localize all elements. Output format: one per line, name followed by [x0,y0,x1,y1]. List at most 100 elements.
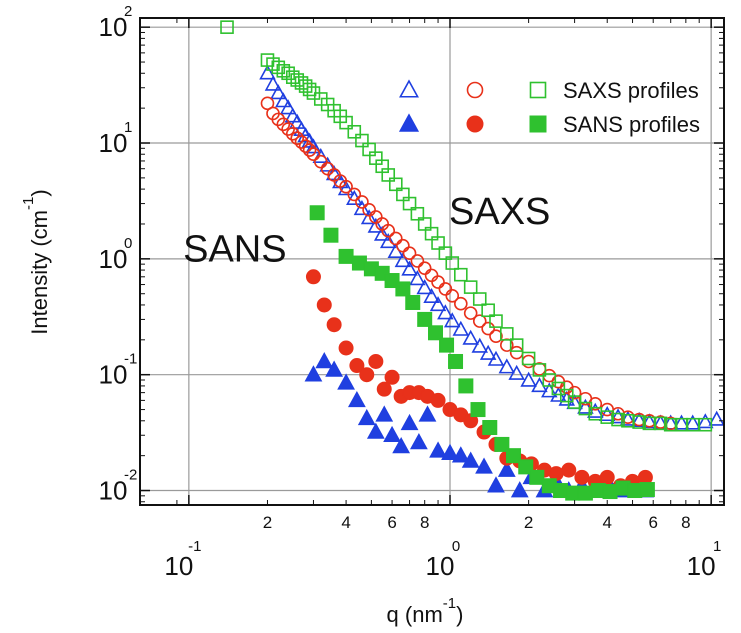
data-point [575,470,589,484]
data-point [473,339,487,352]
data-point [305,366,321,381]
legend-marker [400,114,418,131]
data-point [455,269,467,281]
data-point [306,270,320,284]
data-point [356,135,368,147]
data-point [501,328,513,340]
x-minor-tick-label: 2 [263,513,272,532]
data-point [454,322,468,335]
data-point [406,295,420,309]
x-tick-label: 10 [687,551,716,581]
data-point [482,323,494,335]
data-point [640,483,654,497]
data-point [431,298,445,311]
legend-marker [400,81,417,97]
data-point [339,249,353,263]
legend-label: SANS profiles [563,112,700,137]
x-tick-label: 10 [426,551,455,581]
x-minor-tick-label: 4 [602,513,611,532]
x-axis-label: q (nm-1) [387,595,464,627]
x-minor-tick-label: 6 [648,513,657,532]
data-point [465,281,477,293]
data-point [404,247,416,259]
x-tick-label-exponent: 1 [713,538,721,555]
data-point [530,470,544,484]
data-point [430,442,446,457]
legend: SAXS profiles SANS profiles [400,78,700,137]
y-axis-label: Intensity (cm-1) [20,189,52,334]
series-green-square-filled [310,206,654,500]
data-point [455,298,467,310]
data-point [523,352,535,364]
legend-marker [468,83,483,98]
data-point [483,421,497,435]
data-point [566,486,580,500]
data-point [459,379,473,393]
data-point [349,392,365,407]
data-point [600,470,614,484]
data-point [377,382,391,396]
legend-marker [531,83,546,98]
data-point [431,393,445,407]
data-point [327,318,341,332]
data-point [368,424,384,439]
data-point [339,341,353,355]
legend-marker [467,116,483,132]
annotation-saxs: SAXS [449,191,550,233]
data-point [511,347,523,359]
data-point [390,232,402,244]
data-point [396,282,410,296]
x-tick-label-exponent: -1 [188,538,201,555]
data-point [360,368,374,382]
data-point [359,410,375,425]
data-point [418,312,432,326]
data-point [369,354,383,368]
data-point [348,126,360,138]
data-point [384,427,400,442]
data-point [474,293,486,305]
data-point [426,269,438,281]
data-point [397,240,409,252]
data-point [419,406,435,421]
data-point [445,314,459,327]
series-red-circle-filled [306,270,652,493]
y-tick-label-exponent: 0 [124,235,132,252]
data-point [432,276,444,288]
data-point [418,281,432,294]
y-tick-label-exponent: -1 [124,351,137,368]
data-point [385,370,399,384]
data-point [471,403,485,417]
x-minor-tick-label: 8 [681,513,690,532]
x-minor-tick-label: 8 [420,513,429,532]
data-point [403,262,417,275]
legend-marker [530,116,546,132]
data-point [324,228,338,242]
data-point [401,415,417,430]
x-minor-tick-label: 6 [387,513,396,532]
x-tick-label: 10 [164,551,193,581]
annotation-sans: SANS [183,228,286,270]
x-minor-tick-label: 2 [524,513,533,532]
data-point [512,482,528,497]
data-point [316,353,332,368]
x-minor-tick-label: 4 [341,513,350,532]
data-point [411,434,427,449]
y-tick-label-exponent: -2 [124,467,137,484]
data-point [317,298,331,312]
legend-label: SAXS profiles [563,78,699,103]
data-point [419,262,431,274]
data-point [628,484,642,498]
data-point [449,354,463,368]
y-tick-label-exponent: 1 [124,119,132,136]
data-point [310,206,324,220]
x-tick-label-exponent: 0 [452,538,460,555]
data-point [562,463,576,477]
data-point [488,477,504,492]
data-point [411,255,423,267]
data-point [440,338,454,352]
data-point [376,406,392,421]
data-point [578,486,592,500]
data-point [603,485,617,499]
y-tick-label-exponent: 2 [124,3,132,20]
